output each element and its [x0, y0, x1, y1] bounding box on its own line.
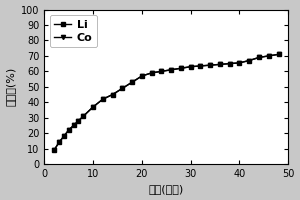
Co [52, 149, 56, 151]
Co [101, 98, 105, 100]
Li [238, 62, 241, 64]
Co [150, 72, 154, 74]
X-axis label: 时间(小时): 时间(小时) [149, 184, 184, 194]
Li [62, 135, 66, 137]
Co [77, 120, 80, 122]
Li [140, 75, 144, 77]
Li [248, 59, 251, 62]
Li [52, 149, 56, 151]
Li [57, 141, 61, 144]
Li [130, 81, 134, 83]
Co [130, 81, 134, 83]
Co [267, 55, 271, 57]
Li [199, 65, 202, 67]
Co [160, 70, 163, 73]
Co [218, 63, 222, 66]
Li [228, 62, 232, 65]
Li [77, 120, 80, 122]
Co [62, 135, 66, 137]
Li [111, 93, 114, 96]
Co [72, 124, 75, 127]
Co [91, 106, 95, 108]
Line: Co: Co [52, 52, 280, 152]
Co [82, 115, 85, 117]
Li [169, 69, 173, 71]
Co [111, 93, 114, 96]
Li [267, 55, 271, 57]
Li [189, 66, 193, 68]
Li [101, 98, 105, 100]
Y-axis label: 浸出率(%): 浸出率(%) [6, 67, 16, 106]
Li [150, 72, 154, 74]
Co [277, 53, 280, 56]
Co [228, 62, 232, 65]
Co [199, 65, 202, 67]
Li [160, 70, 163, 73]
Co [179, 67, 183, 69]
Li [179, 67, 183, 69]
Li [72, 124, 75, 127]
Co [169, 69, 173, 71]
Co [238, 62, 241, 64]
Co [57, 141, 61, 144]
Co [140, 75, 144, 77]
Line: Li: Li [52, 52, 280, 152]
Co [121, 87, 124, 90]
Li [277, 53, 280, 56]
Co [248, 59, 251, 62]
Li [257, 56, 261, 59]
Co [67, 129, 70, 131]
Li [67, 129, 70, 131]
Li [121, 87, 124, 90]
Co [257, 56, 261, 59]
Li [208, 64, 212, 66]
Legend: Li, Co: Li, Co [50, 15, 97, 47]
Co [189, 66, 193, 68]
Li [218, 63, 222, 66]
Li [91, 106, 95, 108]
Co [208, 64, 212, 66]
Li [82, 115, 85, 117]
